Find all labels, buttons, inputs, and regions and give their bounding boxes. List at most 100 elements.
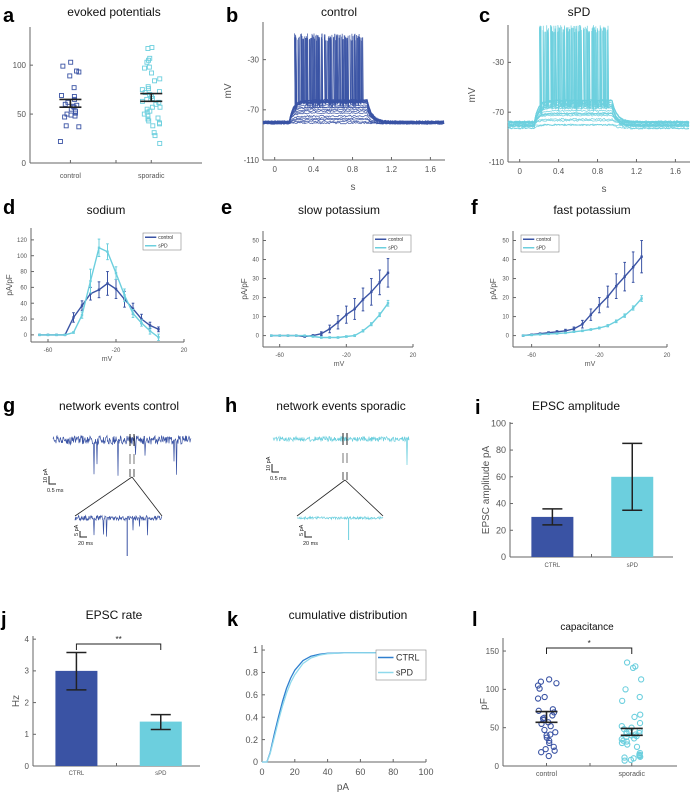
trace-sweep — [507, 25, 690, 124]
data-point — [370, 290, 373, 294]
data-point — [55, 333, 58, 337]
y-tick-label: 0.6 — [245, 690, 258, 700]
data-point — [521, 334, 525, 337]
data-point — [378, 281, 381, 284]
error-bar — [66, 651, 87, 691]
recording-trace — [52, 434, 192, 476]
y-tick-label: 30 — [252, 277, 259, 283]
data-point — [572, 327, 576, 331]
data-point — [361, 298, 365, 301]
data-point — [631, 265, 635, 269]
data-point — [320, 336, 323, 339]
y-tick-label: 40 — [20, 301, 27, 307]
data-point — [71, 94, 77, 99]
scale-bar-y-label: 5 pA — [299, 524, 305, 536]
chart-title: control — [321, 5, 357, 19]
y-tick-label: 0 — [495, 762, 500, 771]
panel-label: h — [225, 395, 237, 417]
data-point — [123, 294, 126, 297]
data-point — [63, 333, 67, 337]
data-point — [157, 104, 163, 110]
data-point — [572, 330, 576, 333]
data-point — [89, 279, 92, 283]
y-tick-label: 40 — [502, 258, 509, 264]
data-point — [370, 322, 373, 326]
data-point — [131, 307, 135, 310]
data-point — [106, 250, 109, 253]
legend-entry: control — [388, 237, 403, 243]
data-point — [320, 332, 323, 335]
data-point — [151, 130, 157, 136]
x-tick-label: -60 — [527, 353, 536, 359]
data-point — [38, 333, 41, 337]
legend: CTRL sPD — [375, 649, 427, 681]
data-point — [637, 711, 644, 718]
data-point — [550, 743, 557, 750]
y-tick-label: -30 — [247, 55, 259, 64]
data-point — [598, 303, 601, 307]
x-tick-label: 100 — [418, 767, 433, 777]
x-tick-label: 1.6 — [670, 167, 682, 176]
data-point — [71, 85, 77, 91]
x-tick-label: 40 — [323, 767, 333, 777]
data-point — [547, 731, 554, 738]
data-point — [148, 324, 152, 327]
data-point — [336, 336, 340, 339]
data-point — [546, 739, 553, 747]
y-tick-label: 80 — [496, 445, 506, 455]
scale-bar-x-label: 20 ms — [78, 541, 93, 547]
data-point — [537, 678, 545, 685]
data-point — [303, 334, 306, 337]
data-point — [156, 120, 162, 126]
panel-label: l — [472, 609, 478, 631]
trace-sweep — [507, 24, 690, 123]
legend: control sPD — [142, 232, 182, 251]
x-axis-label: s — [351, 182, 356, 193]
mean-sem-bar — [535, 710, 558, 724]
category-label: control — [60, 173, 81, 180]
error-bar — [150, 713, 171, 731]
data-point — [328, 336, 331, 339]
x-tick-label: -20 — [595, 353, 604, 359]
data-point — [311, 335, 315, 338]
category-label: sPD — [155, 771, 167, 777]
data-point — [622, 686, 629, 693]
y-tick-label: 150 — [486, 647, 500, 656]
data-point — [144, 106, 150, 112]
data-point — [156, 99, 162, 105]
panel-label: b — [226, 5, 238, 27]
legend-entry: sPD — [396, 668, 414, 678]
y-tick-label: 0 — [256, 334, 260, 340]
data-point — [67, 73, 73, 79]
x-tick-label: 0 — [272, 165, 277, 174]
data-point — [581, 329, 584, 333]
data-point — [60, 63, 66, 69]
data-point — [286, 334, 290, 337]
panel-label: i — [475, 397, 481, 419]
legend-entry: CTRL — [396, 653, 420, 663]
data-point — [106, 282, 109, 285]
x-tick-label: 20 — [664, 353, 671, 359]
bracket-line — [546, 647, 633, 654]
data-point — [72, 316, 75, 319]
data-point — [623, 275, 626, 278]
category-label: sPD — [627, 563, 639, 569]
y-tick-label: 2 — [25, 698, 30, 707]
y-tick-label: 40 — [496, 499, 506, 509]
data-point — [145, 116, 151, 122]
y-axis-label: pA/pF — [240, 278, 249, 299]
data-point — [623, 659, 631, 666]
data-point — [145, 46, 151, 51]
data-point — [538, 749, 545, 756]
data-point — [353, 334, 356, 337]
data-point — [564, 331, 567, 335]
x-axis-label: pA — [337, 782, 350, 793]
y-axis-label: mV — [467, 87, 478, 102]
cdf-line — [262, 651, 427, 763]
data-point — [619, 697, 626, 705]
y-tick-label: 100 — [13, 61, 27, 70]
y-tick-label: 0 — [24, 333, 28, 339]
y-tick-label: 20 — [252, 296, 259, 302]
data-point — [157, 336, 160, 339]
data-point — [623, 314, 626, 317]
